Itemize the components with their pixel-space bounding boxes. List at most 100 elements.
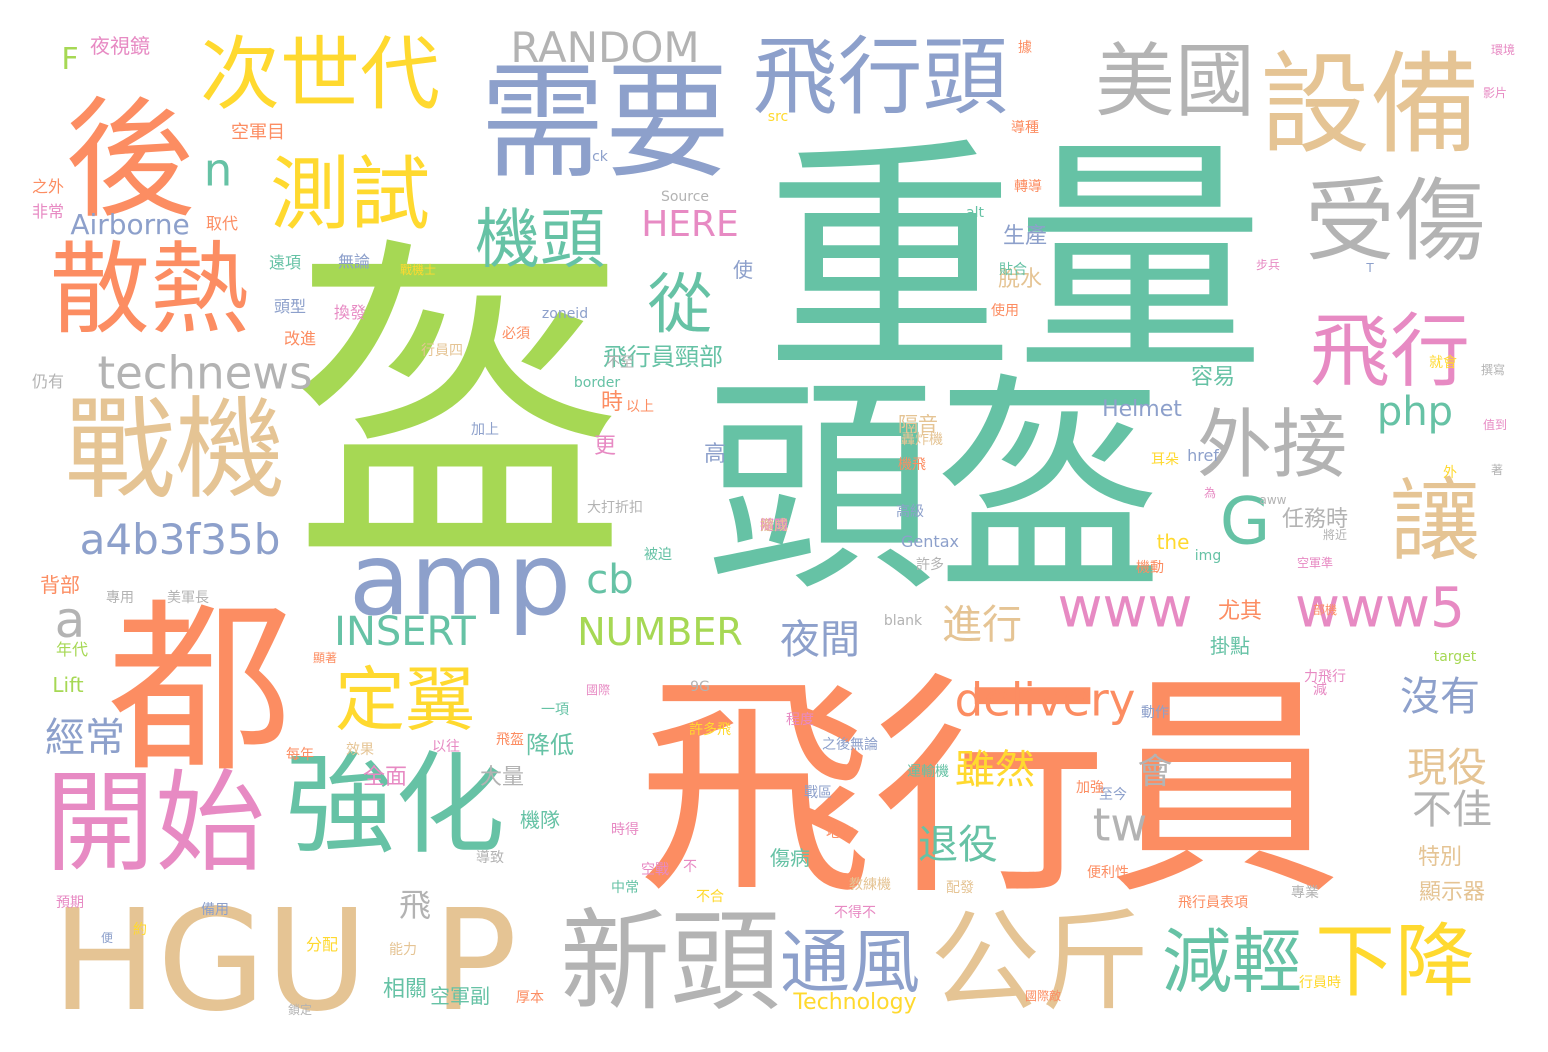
word: G bbox=[1219, 484, 1271, 560]
word: 不得不 bbox=[834, 905, 876, 921]
word: F bbox=[61, 42, 79, 77]
word: 不 bbox=[683, 859, 697, 875]
word: 更 bbox=[593, 434, 617, 459]
word: 開始 bbox=[45, 759, 265, 887]
word: 加強 bbox=[1076, 780, 1104, 796]
word: 尤其 bbox=[1217, 599, 1263, 624]
word: blank bbox=[883, 613, 923, 629]
word: 中常 bbox=[611, 880, 639, 896]
word: 效果 bbox=[346, 742, 374, 758]
word: 傷病 bbox=[770, 846, 810, 870]
word: 相關 bbox=[382, 977, 428, 1002]
word: 顯示器 bbox=[1418, 880, 1486, 905]
word: 機飛 bbox=[898, 457, 926, 473]
word: 程度 bbox=[786, 712, 814, 728]
word: 專業 bbox=[1291, 885, 1319, 901]
word: 戰機 bbox=[65, 386, 285, 514]
word: 測試 bbox=[270, 148, 430, 241]
word: 必須 bbox=[502, 326, 530, 342]
word: www5 bbox=[1295, 575, 1465, 640]
word: 環境 bbox=[1490, 43, 1516, 57]
word: P bbox=[432, 880, 518, 1043]
word: 撰寫 bbox=[1480, 363, 1506, 377]
word: 時得 bbox=[611, 822, 639, 838]
word: 夜視鏡 bbox=[90, 34, 150, 58]
word: 特別 bbox=[1417, 845, 1463, 870]
word: 改進 bbox=[283, 329, 317, 348]
word: 轉導 bbox=[1014, 179, 1042, 195]
word: 大打折扣 bbox=[587, 500, 643, 516]
word: 預期 bbox=[56, 895, 84, 911]
word: 值到 bbox=[1482, 418, 1508, 432]
word: cb bbox=[586, 557, 634, 603]
word: 以往 bbox=[432, 739, 460, 755]
word: href bbox=[1187, 446, 1219, 465]
word: 外 bbox=[1443, 465, 1457, 481]
word: a bbox=[54, 591, 86, 649]
word: 高級 bbox=[896, 504, 924, 520]
word: www bbox=[1057, 575, 1193, 640]
word: 機動 bbox=[1136, 560, 1164, 576]
word: 都 bbox=[107, 581, 293, 798]
word: 導種 bbox=[1011, 120, 1039, 136]
word: 雖然 bbox=[955, 747, 1035, 793]
word: 使用 bbox=[991, 303, 1019, 319]
word: 便利性 bbox=[1087, 865, 1129, 881]
word: 許多飛 bbox=[689, 722, 731, 738]
word: 飛盔 bbox=[496, 732, 524, 748]
word: img bbox=[1194, 548, 1222, 564]
word: 脫水 bbox=[997, 267, 1043, 292]
word: aww bbox=[1259, 493, 1287, 507]
word: 時 bbox=[600, 390, 624, 415]
word: 鄉國 bbox=[760, 518, 788, 534]
word: 退役 bbox=[918, 822, 998, 868]
word: 頭盔 bbox=[704, 356, 1166, 623]
word: 貼合 bbox=[999, 262, 1027, 278]
word: 頭型 bbox=[273, 297, 307, 316]
word: Airborne bbox=[70, 208, 190, 241]
word: 進行 bbox=[942, 602, 1022, 648]
word: 戰機士 bbox=[399, 263, 437, 277]
word: 飛 bbox=[398, 886, 432, 924]
word: RANDOM bbox=[510, 23, 700, 72]
word: alt bbox=[966, 205, 984, 221]
word: zoneid bbox=[541, 306, 589, 322]
word: 受傷 bbox=[1305, 169, 1485, 274]
word: 散熱 bbox=[50, 231, 250, 348]
word: 飛行員頸部 bbox=[603, 343, 723, 371]
word: 動作 bbox=[1141, 705, 1169, 721]
word: n bbox=[203, 143, 233, 197]
word: 不至 bbox=[606, 355, 634, 371]
word: 9G bbox=[690, 679, 710, 695]
word: 空戰 bbox=[641, 862, 669, 878]
word: 影片 bbox=[1482, 86, 1508, 100]
word: 公斤 bbox=[930, 898, 1150, 1026]
word: 下降 bbox=[1315, 915, 1475, 1008]
word: 教練機 bbox=[849, 877, 891, 893]
word: 空軍副 bbox=[430, 984, 490, 1008]
word: HERE bbox=[641, 204, 739, 245]
word: 步兵 bbox=[1255, 258, 1281, 272]
word: delivery bbox=[954, 673, 1136, 727]
word: 至今 bbox=[1099, 787, 1127, 803]
word: target bbox=[1433, 649, 1477, 665]
word: HGU bbox=[51, 880, 369, 1043]
word: 重量 bbox=[765, 116, 1265, 407]
word: 之外 bbox=[31, 177, 65, 196]
word: amp bbox=[348, 521, 572, 638]
word: src bbox=[767, 109, 789, 125]
word: 美軍長 bbox=[167, 590, 209, 606]
word: 強化 bbox=[285, 741, 505, 869]
word: 會 bbox=[1137, 752, 1173, 793]
word: 高 bbox=[703, 442, 727, 467]
word: 換發 bbox=[333, 303, 367, 322]
word: 加上 bbox=[471, 422, 499, 438]
word: 美國 bbox=[1095, 35, 1255, 128]
word: 外接 bbox=[1196, 400, 1348, 489]
word: technews bbox=[97, 346, 313, 400]
word: Source bbox=[660, 189, 710, 205]
word: 非常 bbox=[31, 202, 65, 221]
word: 飛行 bbox=[1310, 305, 1470, 398]
word: 年代 bbox=[55, 640, 89, 659]
word: 無論 bbox=[337, 252, 371, 271]
